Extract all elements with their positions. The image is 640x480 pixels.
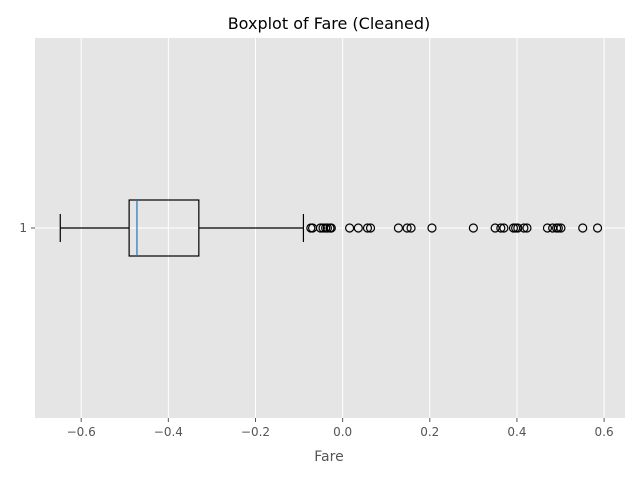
x-tick-label: 0.2	[420, 425, 439, 439]
outlier-point	[345, 223, 355, 233]
outlier-point	[592, 223, 603, 233]
x-tick-label: 0.4	[507, 425, 526, 439]
outlier-point	[427, 223, 437, 233]
outlier-point	[496, 223, 506, 233]
outlier-point	[326, 223, 336, 233]
outlier-point	[322, 223, 332, 233]
chart-title: Boxplot of Fare (Cleaned)	[228, 14, 431, 33]
outlier-point	[393, 223, 404, 233]
outlier-point	[499, 223, 509, 233]
outlier-point	[578, 223, 588, 233]
outlier-point	[468, 223, 478, 233]
outlier-point	[542, 223, 553, 233]
x-tick-label: −0.2	[241, 425, 270, 439]
tick-layer: −0.6 −0.4 −0.2 0.0 0.2 0.4 0.6 1	[19, 221, 613, 439]
outlier-point	[556, 223, 566, 233]
x-tick-label: −0.6	[67, 425, 96, 439]
outlier-point	[406, 223, 416, 233]
outlier-point	[553, 223, 563, 233]
outlier-point	[522, 223, 532, 233]
x-axis-label: Fare	[314, 449, 343, 465]
x-tick-label: −0.4	[154, 425, 183, 439]
outlier-point	[402, 223, 412, 233]
box-iqr	[128, 199, 200, 257]
outlier-point	[490, 223, 500, 233]
y-tick-label: 1	[19, 221, 27, 235]
outlier-point	[365, 223, 376, 233]
x-tick-label: 0.6	[595, 425, 614, 439]
box-layer	[59, 199, 305, 257]
outlier-point	[353, 223, 363, 233]
outlier-point	[315, 223, 326, 233]
outlier-point	[513, 223, 523, 233]
outlier-point	[362, 223, 373, 233]
x-tick-label: 0.0	[333, 425, 352, 439]
outlier-point	[519, 223, 529, 233]
outlier-layer	[306, 223, 603, 233]
